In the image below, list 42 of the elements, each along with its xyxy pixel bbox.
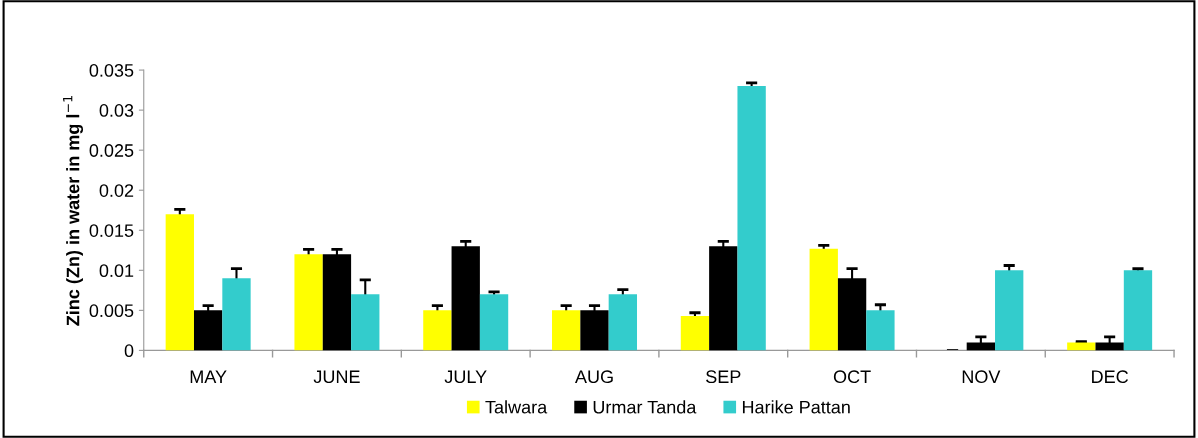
- bar: [351, 294, 380, 351]
- x-tick-label: DEC: [1092, 370, 1129, 384]
- x-tick-label: AUG: [574, 370, 613, 384]
- x-tick-label: JUNE: [313, 370, 360, 384]
- legend-label: Harike Pattan: [742, 400, 850, 414]
- bar: [552, 310, 581, 351]
- x-tick-label: OCT: [833, 370, 871, 384]
- bar: [1123, 270, 1153, 351]
- bar: [1067, 342, 1096, 351]
- bar: [709, 246, 738, 351]
- bar: [423, 310, 452, 351]
- bar: [322, 254, 352, 351]
- bar: [966, 342, 996, 351]
- y-tick-label: 0.03: [99, 104, 134, 117]
- bar: [809, 248, 838, 351]
- bar: [479, 294, 509, 351]
- y-tick-label: 0.01: [99, 264, 134, 278]
- y-tick-label: 0: [124, 344, 134, 358]
- bar: [451, 246, 480, 351]
- bar: [866, 310, 895, 351]
- legend-label: Urmar Tanda: [593, 400, 697, 414]
- y-tick-label: 0.005: [89, 304, 134, 318]
- x-tick-label: MAY: [190, 370, 227, 383]
- y-tick-label: 0.025: [89, 144, 134, 157]
- y-tick-label: 0.035: [89, 64, 134, 77]
- bar: [737, 86, 766, 351]
- bar: [193, 310, 223, 351]
- bar: [222, 278, 251, 351]
- x-tick-label: NOV: [962, 370, 1001, 384]
- bar: [995, 270, 1024, 351]
- bar: [580, 310, 609, 351]
- y-tick-label: 0.02: [99, 184, 134, 197]
- bar: [294, 254, 323, 351]
- x-tick-label: JULY: [444, 370, 487, 384]
- y-tick-label: 0.015: [89, 224, 134, 237]
- legend-label: Talwara: [485, 400, 548, 414]
- y-axis-title: Zinc (Zn) in water in mg l$^{−1}$: [63, 95, 84, 326]
- bar: [165, 214, 194, 351]
- x-tick-label: SEP: [706, 370, 741, 384]
- bar: [1095, 342, 1124, 351]
- bar: [680, 315, 710, 351]
- bar: [608, 294, 638, 351]
